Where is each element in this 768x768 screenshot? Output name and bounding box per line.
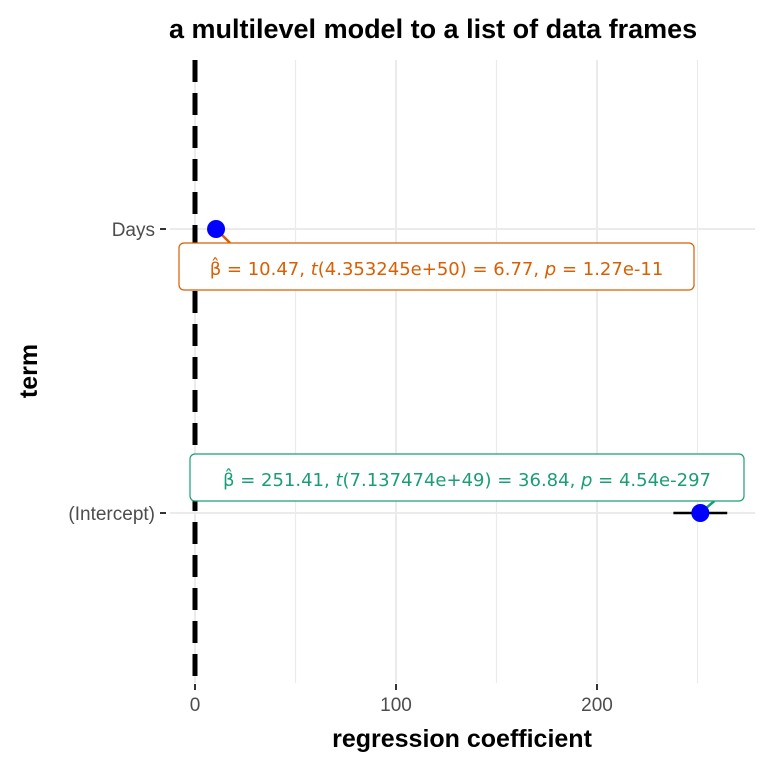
y-axis-title: term: [15, 344, 43, 398]
estimate-point: [691, 504, 709, 522]
estimate-point: [207, 220, 225, 238]
x-tick-label: 0: [190, 695, 201, 716]
x-axis-title: regression coefficient: [332, 725, 592, 753]
chart-title: a multilevel model to a list of data fra…: [169, 14, 697, 44]
stat-label-text: β̂ = 10.47, t(4.353245e+50) = 6.77, p = …: [210, 257, 664, 280]
y-axis-ticks: Days (Intercept): [68, 220, 166, 525]
x-axis-ticks: 0 100 200: [190, 684, 613, 716]
y-tick-label: Days: [112, 220, 155, 241]
y-tick-label: (Intercept): [68, 504, 155, 525]
point-labels: β̂ = 10.47, t(4.353245e+50) = 6.77, p = …: [179, 243, 744, 501]
x-tick-label: 200: [581, 695, 613, 716]
x-tick-label: 100: [380, 695, 412, 716]
stat-label-text: β̂ = 251.41, t(7.137474e+49) = 36.84, p …: [223, 468, 711, 491]
grid-lines: [170, 60, 755, 683]
